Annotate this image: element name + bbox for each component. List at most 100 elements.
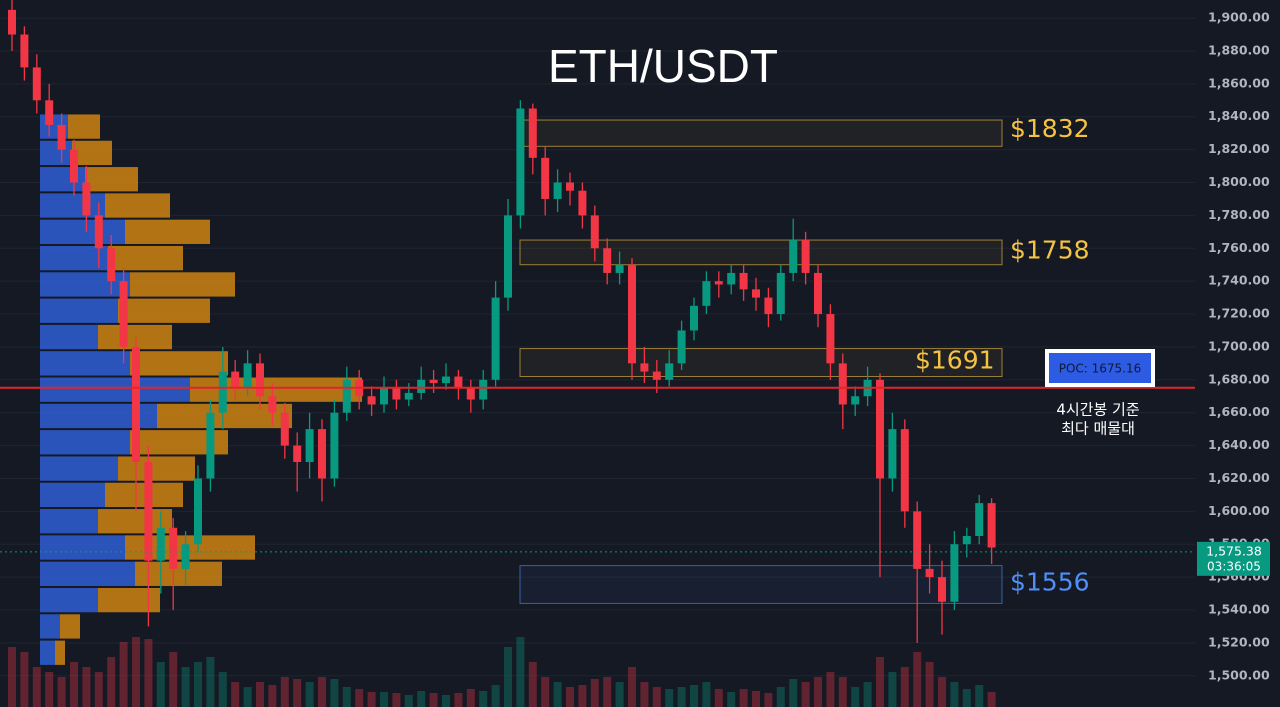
level-label: $1556 [1010, 568, 1090, 597]
profile-sell [105, 482, 183, 508]
volume-bar [417, 691, 426, 707]
candle-body [45, 100, 54, 125]
volume-bar [20, 652, 29, 707]
volume-bar [826, 672, 835, 707]
profile-buy [40, 482, 105, 508]
candle-body [169, 527, 178, 569]
candle-body [987, 503, 996, 548]
candle-body [70, 149, 78, 183]
volume-bar [169, 652, 178, 707]
volume-bar [256, 682, 264, 707]
volume-bar [107, 657, 116, 707]
y-tick-label: 1,780.00 [1208, 207, 1270, 222]
candle-body [491, 297, 500, 380]
profile-buy [40, 509, 98, 534]
candle-body [739, 272, 748, 290]
candle-body [380, 388, 388, 405]
candle-body [776, 272, 785, 315]
candle-body [603, 248, 612, 273]
y-tick-label: 1,800.00 [1208, 174, 1270, 189]
candle-body [20, 34, 29, 68]
profile-buy [40, 272, 130, 297]
candle-body [57, 124, 66, 150]
candle-body [504, 215, 512, 298]
volume-bar [962, 689, 971, 707]
candle-body [94, 215, 103, 249]
candle-body [814, 272, 822, 315]
candle-body [330, 412, 339, 479]
candle-body [764, 297, 773, 315]
candle-body [243, 363, 252, 389]
candle-body [194, 478, 202, 545]
volume-bar [516, 637, 525, 707]
candle-body [8, 9, 16, 35]
volume-bar [541, 677, 550, 707]
volume-bar [318, 677, 326, 707]
volume-bar [752, 691, 760, 707]
candle-body [231, 371, 240, 389]
volume-bar [690, 685, 698, 707]
profile-buy [40, 535, 125, 560]
level-label: $1691 [915, 346, 995, 375]
volume-bar [863, 682, 872, 707]
volume-bar [640, 682, 649, 707]
profile-buy [40, 456, 118, 481]
volume-bar [566, 687, 574, 707]
y-tick-label: 1,820.00 [1208, 141, 1270, 156]
volume-bar [404, 695, 413, 707]
volume-bar [652, 687, 661, 707]
volume-bar [206, 657, 215, 707]
volume-bar [231, 682, 240, 707]
candle-body [640, 363, 649, 372]
volume-bar [57, 677, 66, 707]
profile-buy [40, 587, 98, 613]
profile-buy [40, 324, 98, 350]
volume-bar [739, 689, 748, 707]
volume-bar [132, 637, 140, 707]
volume-bar [45, 672, 54, 707]
poc-note: 최다 매물대 [1061, 420, 1135, 438]
level-zone [519, 239, 1003, 266]
y-tick-label: 1,640.00 [1208, 437, 1270, 452]
candle-body [553, 182, 562, 199]
candle-body [82, 182, 91, 216]
profile-sell [98, 324, 172, 350]
volume-bar [280, 677, 289, 707]
volume-bar [293, 679, 302, 707]
profile-sell [105, 193, 170, 218]
candle-body [801, 240, 810, 273]
y-tick-label: 1,520.00 [1208, 634, 1270, 649]
y-tick-label: 1,900.00 [1208, 10, 1270, 25]
profile-sell [55, 640, 65, 665]
candle-body [541, 157, 550, 199]
y-tick-label: 1,540.00 [1208, 601, 1270, 616]
candle-body [677, 330, 686, 364]
volume-bar [243, 687, 252, 707]
volume-bar [615, 682, 624, 707]
volume-bar [305, 682, 314, 707]
candle-body [838, 363, 847, 405]
candle-body [826, 314, 835, 364]
y-tick-label: 1,740.00 [1208, 273, 1270, 288]
volume-bar [789, 679, 798, 707]
profile-buy [40, 351, 130, 376]
y-tick-label: 1,720.00 [1208, 306, 1270, 321]
volume-bar [888, 672, 897, 707]
candle-body [578, 190, 587, 216]
y-tick-label: 1,500.00 [1208, 667, 1270, 682]
candle-body [156, 527, 165, 561]
candle-body [305, 429, 314, 463]
candle-body [479, 379, 488, 400]
profile-buy [40, 245, 108, 271]
volume-bar [342, 687, 351, 707]
candle-body [442, 376, 450, 384]
profile-buy [40, 140, 72, 166]
volume-bar [590, 679, 599, 707]
profile-buy [40, 430, 130, 455]
volume-bar [504, 647, 512, 707]
profile-buy [40, 167, 85, 192]
price-tag-value: 1,575.38 [1206, 543, 1262, 558]
profile-sell [125, 219, 210, 244]
candle-body [342, 379, 351, 413]
volume-bar [628, 667, 636, 707]
